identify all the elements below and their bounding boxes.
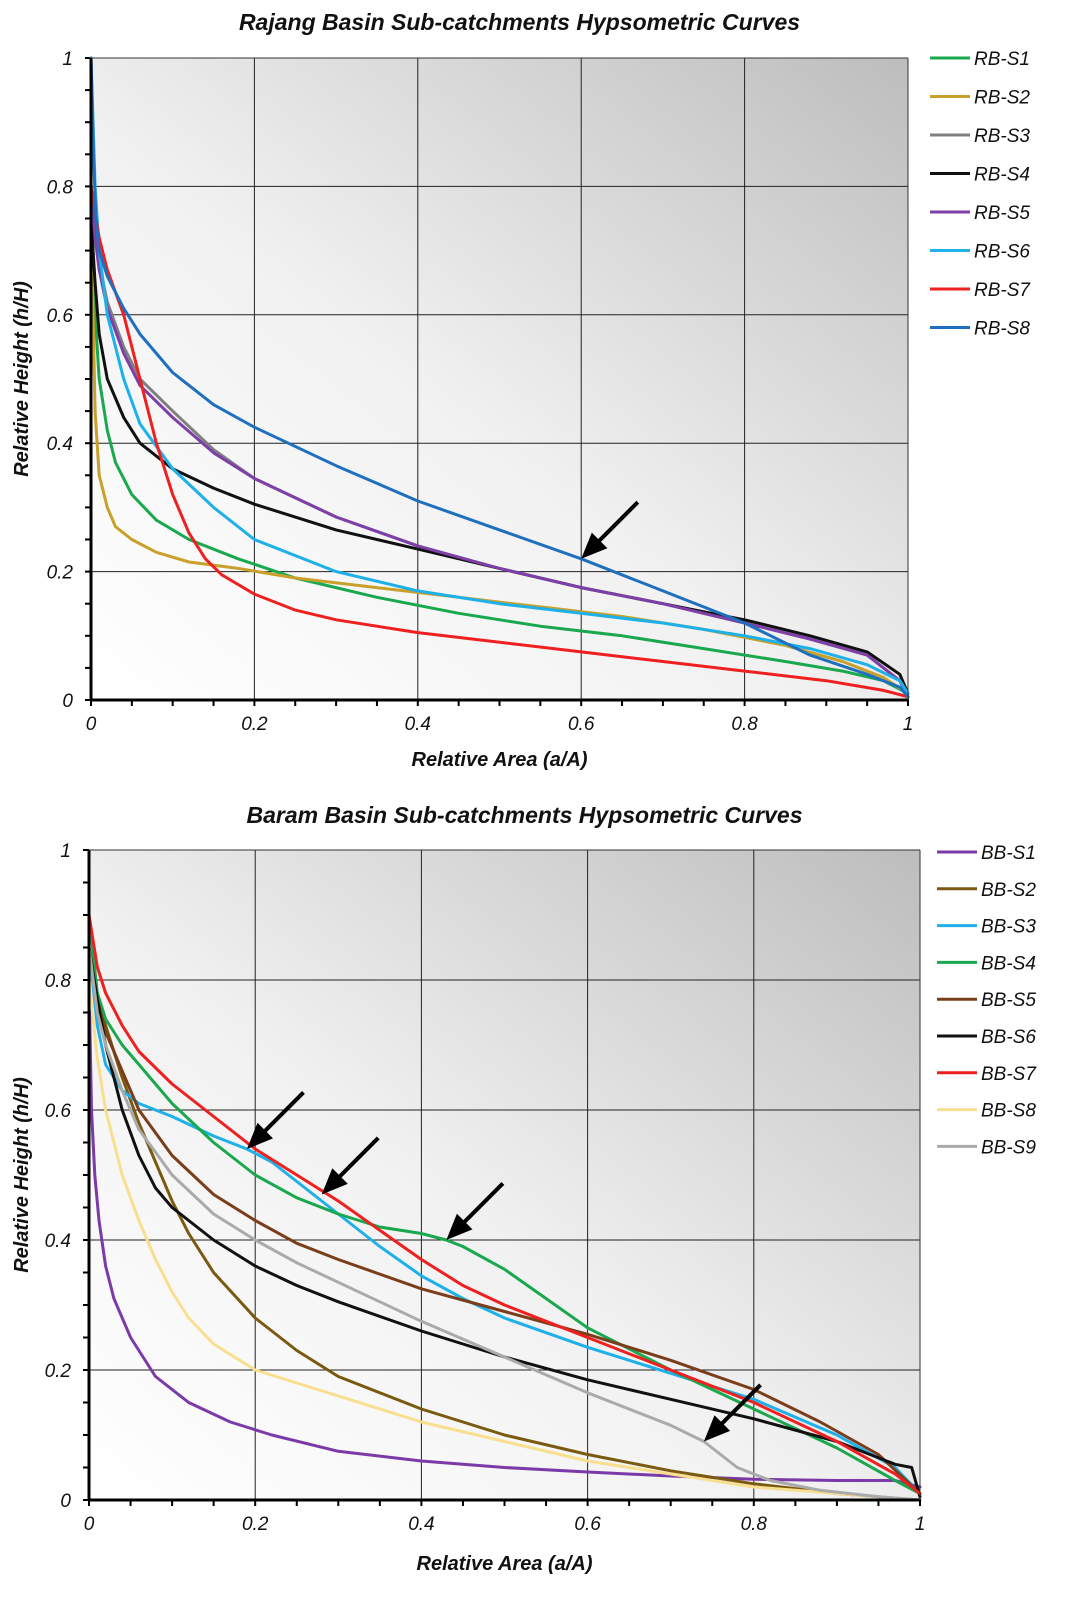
x-tick-label: 0.8 bbox=[741, 1514, 768, 1535]
y-tick-label: 0 bbox=[60, 1491, 71, 1512]
y-tick-label: 0.8 bbox=[47, 177, 74, 198]
series-line-bb-s9 bbox=[87, 946, 922, 1502]
annotation-arrow-shaft bbox=[715, 1383, 762, 1431]
x-tick-label: 0.2 bbox=[241, 714, 268, 735]
legend-label-rb-s1: RB-S1 bbox=[974, 49, 1030, 70]
legend-label-bb-s3: BB-S3 bbox=[981, 917, 1036, 938]
series-line-bb-s1 bbox=[87, 978, 922, 1489]
y-tick-label: 0.6 bbox=[45, 1101, 72, 1122]
annotation-arrow-shaft bbox=[258, 1091, 305, 1138]
legend-label-rb-s7: RB-S7 bbox=[974, 280, 1031, 301]
legend-label-bb-s2: BB-S2 bbox=[981, 880, 1036, 901]
series-line-bb-s8 bbox=[87, 978, 922, 1502]
legend-label-rb-s6: RB-S6 bbox=[974, 242, 1030, 263]
legend-label-bb-s9: BB-S9 bbox=[981, 1137, 1036, 1158]
x-tick-label: 0 bbox=[86, 714, 97, 735]
y-axis-label: Relative Height (h/H) bbox=[11, 1077, 33, 1273]
y-tick-label: 0.2 bbox=[45, 1361, 72, 1382]
series-line-bb-s5 bbox=[87, 946, 922, 1495]
legend-label-bb-s7: BB-S7 bbox=[981, 1064, 1037, 1085]
x-tick-label: 0.6 bbox=[568, 714, 595, 735]
legend-label-rb-s3: RB-S3 bbox=[974, 126, 1030, 147]
annotation-arrow-head bbox=[581, 532, 608, 559]
series-line-bb-s6 bbox=[87, 946, 922, 1499]
annotation-arrow-head bbox=[321, 1168, 348, 1195]
legend-label-bb-s1: BB-S1 bbox=[981, 843, 1036, 864]
series-line-bb-s7 bbox=[87, 913, 922, 1495]
y-tick-label: 0.4 bbox=[45, 1231, 71, 1252]
x-tick-label: 0.6 bbox=[574, 1514, 601, 1535]
annotation-arrow-shaft bbox=[457, 1182, 505, 1229]
legend-label-rb-s8: RB-S8 bbox=[974, 319, 1030, 340]
x-axis-label: Relative Area (a/A) bbox=[412, 749, 588, 771]
y-tick-label: 0.4 bbox=[47, 434, 73, 455]
legend-label-rb-s5: RB-S5 bbox=[974, 203, 1030, 224]
x-tick-label: 1 bbox=[903, 714, 914, 735]
legend-label-bb-s4: BB-S4 bbox=[981, 953, 1036, 974]
annotation-arrow-head bbox=[246, 1122, 273, 1149]
annotation-arrow-head bbox=[703, 1415, 731, 1442]
series-line-bb-s2 bbox=[87, 946, 922, 1502]
legend-label-bb-s8: BB-S8 bbox=[981, 1101, 1036, 1122]
y-tick-label: 0.6 bbox=[47, 306, 74, 327]
plot-area bbox=[91, 58, 908, 700]
x-tick-label: 0.4 bbox=[405, 714, 431, 735]
x-tick-label: 0.8 bbox=[731, 714, 758, 735]
y-tick-label: 0.2 bbox=[47, 563, 74, 584]
legend-label-rb-s4: RB-S4 bbox=[974, 165, 1030, 186]
y-tick-label: 0 bbox=[62, 691, 73, 712]
chart-title: Baram Basin Sub-catchments Hypsometric C… bbox=[246, 802, 802, 828]
y-tick-label: 0.8 bbox=[45, 971, 72, 992]
series-line-rb-s8 bbox=[89, 56, 910, 699]
plot-area bbox=[89, 850, 920, 1500]
series-line-rb-s4 bbox=[89, 217, 910, 696]
y-tick-label: 1 bbox=[60, 841, 71, 862]
x-tick-label: 0.4 bbox=[408, 1514, 434, 1535]
x-tick-label: 0.2 bbox=[242, 1514, 269, 1535]
y-axis-label: Relative Height (h/H) bbox=[11, 281, 33, 477]
series-line-rb-s2 bbox=[89, 217, 910, 696]
y-tick-label: 1 bbox=[62, 49, 73, 70]
legend-label-bb-s6: BB-S6 bbox=[981, 1027, 1036, 1048]
x-tick-label: 1 bbox=[915, 1514, 926, 1535]
series-line-rb-s6 bbox=[89, 56, 910, 696]
x-axis-label: Relative Area (a/A) bbox=[417, 1553, 593, 1575]
series-line-bb-s4 bbox=[87, 913, 922, 1495]
annotation-arrow-head bbox=[446, 1213, 473, 1240]
legend-label-bb-s5: BB-S5 bbox=[981, 990, 1036, 1011]
series-line-rb-s7 bbox=[89, 184, 910, 699]
x-tick-label: 0 bbox=[84, 1514, 95, 1535]
annotation-arrow-shaft bbox=[592, 500, 640, 548]
chart-title: Rajang Basin Sub-catchments Hypsometric … bbox=[239, 9, 800, 35]
annotation-arrow-shaft bbox=[332, 1136, 380, 1184]
legend-label-rb-s2: RB-S2 bbox=[974, 88, 1030, 109]
